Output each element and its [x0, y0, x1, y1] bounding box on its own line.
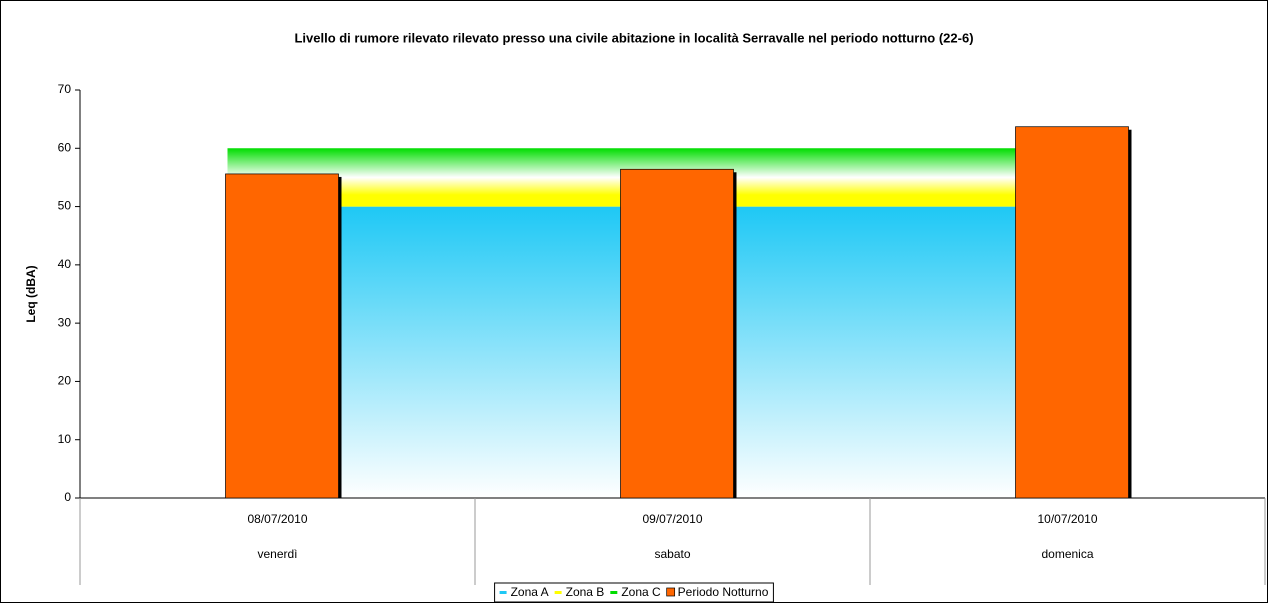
legend-label: Zona A — [511, 585, 549, 599]
x-group-label: venerdì — [257, 547, 297, 561]
zone-area — [227, 148, 1018, 178]
y-tick-label: 0 — [64, 490, 71, 504]
y-tick-label: 40 — [58, 257, 72, 271]
x-group-label: domenica — [1041, 547, 1093, 561]
x-tick-label: 09/07/2010 — [642, 512, 702, 526]
y-tick-label: 70 — [58, 82, 72, 96]
legend-symbol — [666, 587, 676, 597]
x-tick-label: 10/07/2010 — [1037, 512, 1097, 526]
y-tick-label: 20 — [58, 374, 72, 388]
y-tick-label: 60 — [58, 140, 72, 154]
legend-label: Periodo Notturno — [678, 585, 769, 599]
y-tick-label: 50 — [58, 199, 72, 213]
bar — [620, 168, 734, 499]
legend-label: Zona C — [621, 585, 661, 599]
y-axis-label: Leq (dBA) — [24, 265, 38, 322]
x-group-label: sabato — [654, 547, 690, 561]
y-tick-label: 30 — [58, 315, 72, 329]
chart-title: Livello di rumore rilevato rilevato pres… — [294, 30, 973, 45]
legend — [494, 582, 774, 603]
x-tick-label: 08/07/2010 — [247, 512, 307, 526]
legend-label: Zona B — [566, 585, 605, 599]
bar — [225, 173, 339, 499]
bar — [1015, 126, 1129, 499]
y-tick-label: 10 — [58, 432, 72, 446]
